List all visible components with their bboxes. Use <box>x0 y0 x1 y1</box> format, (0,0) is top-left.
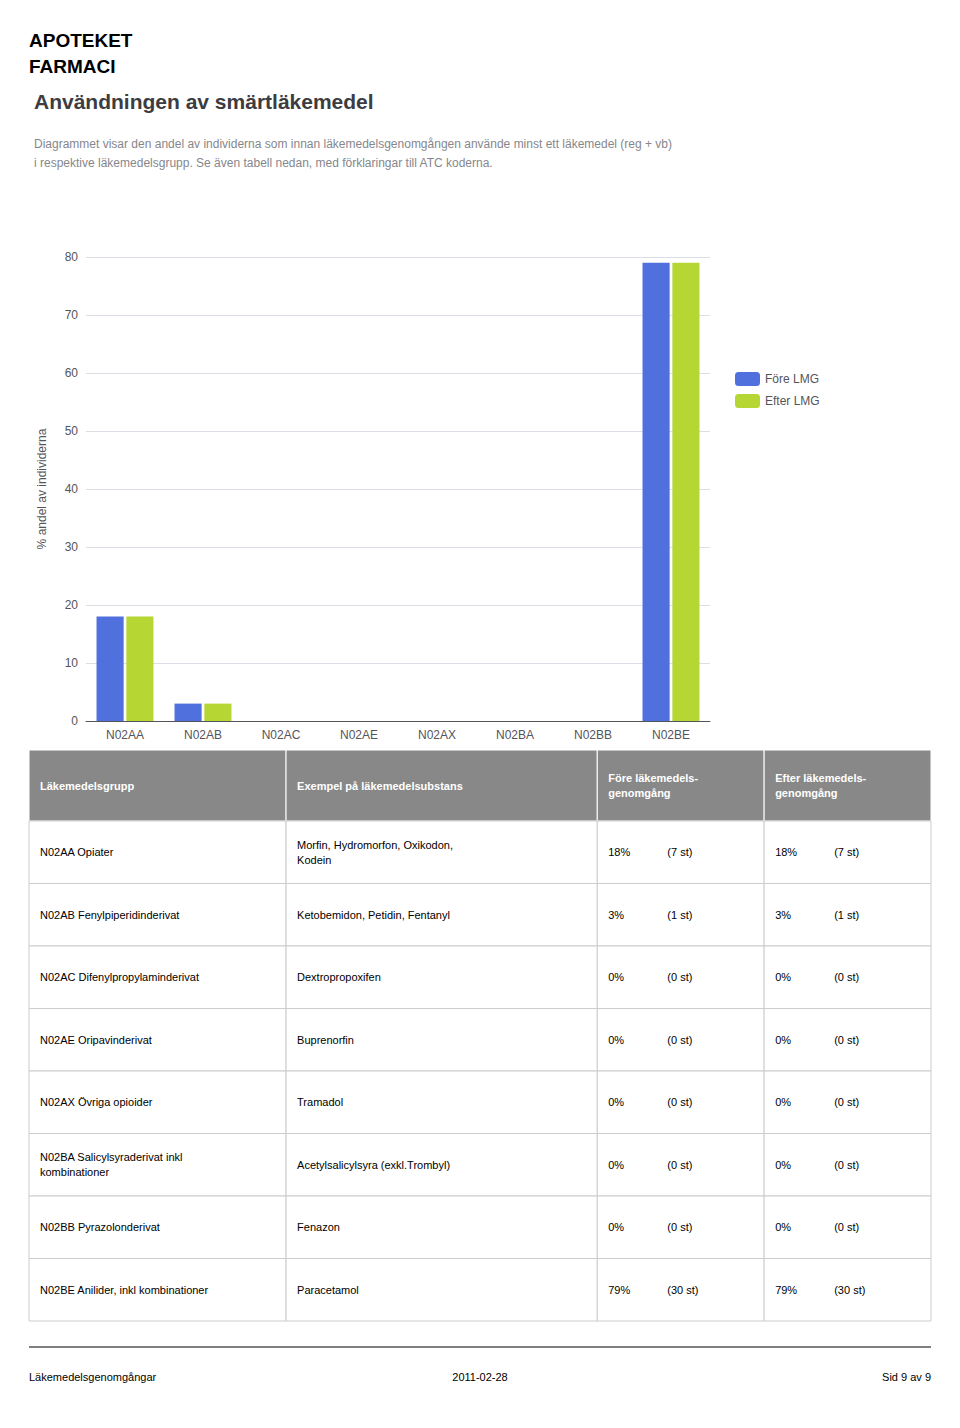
svg-text:(0 st): (0 st) <box>834 1221 859 1233</box>
svg-text:(30 st): (30 st) <box>667 1284 698 1296</box>
svg-text:0%: 0% <box>608 971 624 983</box>
svg-text:Kodein: Kodein <box>297 854 331 866</box>
svg-text:10: 10 <box>65 656 79 670</box>
svg-text:Diagrammet visar den andel av: Diagrammet visar den andel av individern… <box>34 137 672 151</box>
svg-text:79%: 79% <box>608 1284 630 1296</box>
svg-text:Tramadol: Tramadol <box>297 1096 343 1108</box>
svg-text:Före LMG: Före LMG <box>765 372 819 386</box>
svg-text:genomgång: genomgång <box>775 787 837 799</box>
svg-text:N02AB Fenylpiperidinderivat: N02AB Fenylpiperidinderivat <box>40 909 179 921</box>
svg-text:N02BE: N02BE <box>652 728 690 742</box>
svg-text:APOTEKET: APOTEKET <box>29 30 133 51</box>
svg-text:50: 50 <box>65 424 79 438</box>
svg-text:Läkemedelsgenomgångar: Läkemedelsgenomgångar <box>29 1371 157 1383</box>
svg-text:0%: 0% <box>775 1221 791 1233</box>
svg-text:N02BE Anilider, inkl kombinati: N02BE Anilider, inkl kombinationer <box>40 1284 208 1296</box>
svg-text:kombinationer: kombinationer <box>40 1166 109 1178</box>
svg-text:80: 80 <box>65 250 79 264</box>
svg-text:(30 st): (30 st) <box>834 1284 865 1296</box>
svg-text:0%: 0% <box>608 1096 624 1108</box>
svg-text:0%: 0% <box>775 1159 791 1171</box>
svg-text:18%: 18% <box>775 846 797 858</box>
svg-text:70: 70 <box>65 308 79 322</box>
svg-text:N02AA Opiater: N02AA Opiater <box>40 846 114 858</box>
svg-text:60: 60 <box>65 366 79 380</box>
svg-text:(1 st): (1 st) <box>834 909 859 921</box>
svg-text:genomgång: genomgång <box>608 787 670 799</box>
svg-text:(1 st): (1 st) <box>667 909 692 921</box>
svg-text:(0 st): (0 st) <box>834 971 859 983</box>
svg-text:(0 st): (0 st) <box>667 1096 692 1108</box>
svg-text:N02AX Övriga opioider: N02AX Övriga opioider <box>40 1096 153 1108</box>
svg-text:(0 st): (0 st) <box>834 1034 859 1046</box>
svg-text:N02AC: N02AC <box>262 728 301 742</box>
svg-text:N02AX: N02AX <box>418 728 456 742</box>
svg-text:0%: 0% <box>608 1034 624 1046</box>
svg-text:Efter läkemedels-: Efter läkemedels- <box>775 772 866 784</box>
svg-text:Sid 9 av 9: Sid 9 av 9 <box>882 1371 931 1383</box>
svg-text:Ketobemidon, Petidin, Fentanyl: Ketobemidon, Petidin, Fentanyl <box>297 909 450 921</box>
svg-text:N02BA Salicylsyraderivat inkl: N02BA Salicylsyraderivat inkl <box>40 1151 182 1163</box>
svg-text:20: 20 <box>65 598 79 612</box>
svg-text:N02BB: N02BB <box>574 728 612 742</box>
svg-text:% andel av individerna: % andel av individerna <box>35 428 49 549</box>
svg-text:18%: 18% <box>608 846 630 858</box>
svg-text:0%: 0% <box>775 971 791 983</box>
svg-text:N02BB Pyrazolonderivat: N02BB Pyrazolonderivat <box>40 1221 160 1233</box>
svg-text:Användningen av smärtläkemedel: Användningen av smärtläkemedel <box>34 90 374 113</box>
svg-text:(0 st): (0 st) <box>667 971 692 983</box>
svg-text:i respektive läkemedelsgrupp.: i respektive läkemedelsgrupp. Se även ta… <box>34 156 493 170</box>
svg-text:N02BA: N02BA <box>496 728 534 742</box>
svg-text:Acetylsalicylsyra (exkl.Tromby: Acetylsalicylsyra (exkl.Trombyl) <box>297 1159 450 1171</box>
svg-text:N02AE Oripavinderivat: N02AE Oripavinderivat <box>40 1034 152 1046</box>
svg-text:Före läkemedels-: Före läkemedels- <box>608 772 698 784</box>
svg-text:0%: 0% <box>608 1221 624 1233</box>
svg-text:0%: 0% <box>775 1034 791 1046</box>
svg-text:Fenazon: Fenazon <box>297 1221 340 1233</box>
svg-text:30: 30 <box>65 540 79 554</box>
svg-text:(0 st): (0 st) <box>834 1159 859 1171</box>
svg-text:Dextropropoxifen: Dextropropoxifen <box>297 971 381 983</box>
svg-text:Exempel på läkemedelsubstans: Exempel på läkemedelsubstans <box>297 780 463 792</box>
svg-text:0%: 0% <box>775 1096 791 1108</box>
svg-text:(0 st): (0 st) <box>667 1034 692 1046</box>
svg-text:Morfin, Hydromorfon, Oxikodon,: Morfin, Hydromorfon, Oxikodon, <box>297 839 453 851</box>
svg-text:3%: 3% <box>608 909 624 921</box>
svg-text:(7 st): (7 st) <box>667 846 692 858</box>
svg-text:FARMACI: FARMACI <box>29 56 116 77</box>
svg-text:N02AC Difenylpropylaminderivat: N02AC Difenylpropylaminderivat <box>40 971 199 983</box>
svg-text:Läkemedelsgrupp: Läkemedelsgrupp <box>40 780 134 792</box>
svg-text:Buprenorfin: Buprenorfin <box>297 1034 354 1046</box>
svg-text:(0 st): (0 st) <box>667 1221 692 1233</box>
svg-text:Efter LMG: Efter LMG <box>765 394 820 408</box>
svg-text:0%: 0% <box>608 1159 624 1171</box>
svg-text:(0 st): (0 st) <box>834 1096 859 1108</box>
svg-text:Paracetamol: Paracetamol <box>297 1284 359 1296</box>
svg-text:0: 0 <box>71 714 78 728</box>
svg-text:40: 40 <box>65 482 79 496</box>
svg-text:N02AE: N02AE <box>340 728 378 742</box>
svg-text:2011-02-28: 2011-02-28 <box>452 1371 507 1383</box>
svg-text:79%: 79% <box>775 1284 797 1296</box>
svg-text:(7 st): (7 st) <box>834 846 859 858</box>
svg-text:N02AB: N02AB <box>184 728 222 742</box>
svg-text:N02AA: N02AA <box>106 728 144 742</box>
svg-text:(0 st): (0 st) <box>667 1159 692 1171</box>
svg-text:3%: 3% <box>775 909 791 921</box>
